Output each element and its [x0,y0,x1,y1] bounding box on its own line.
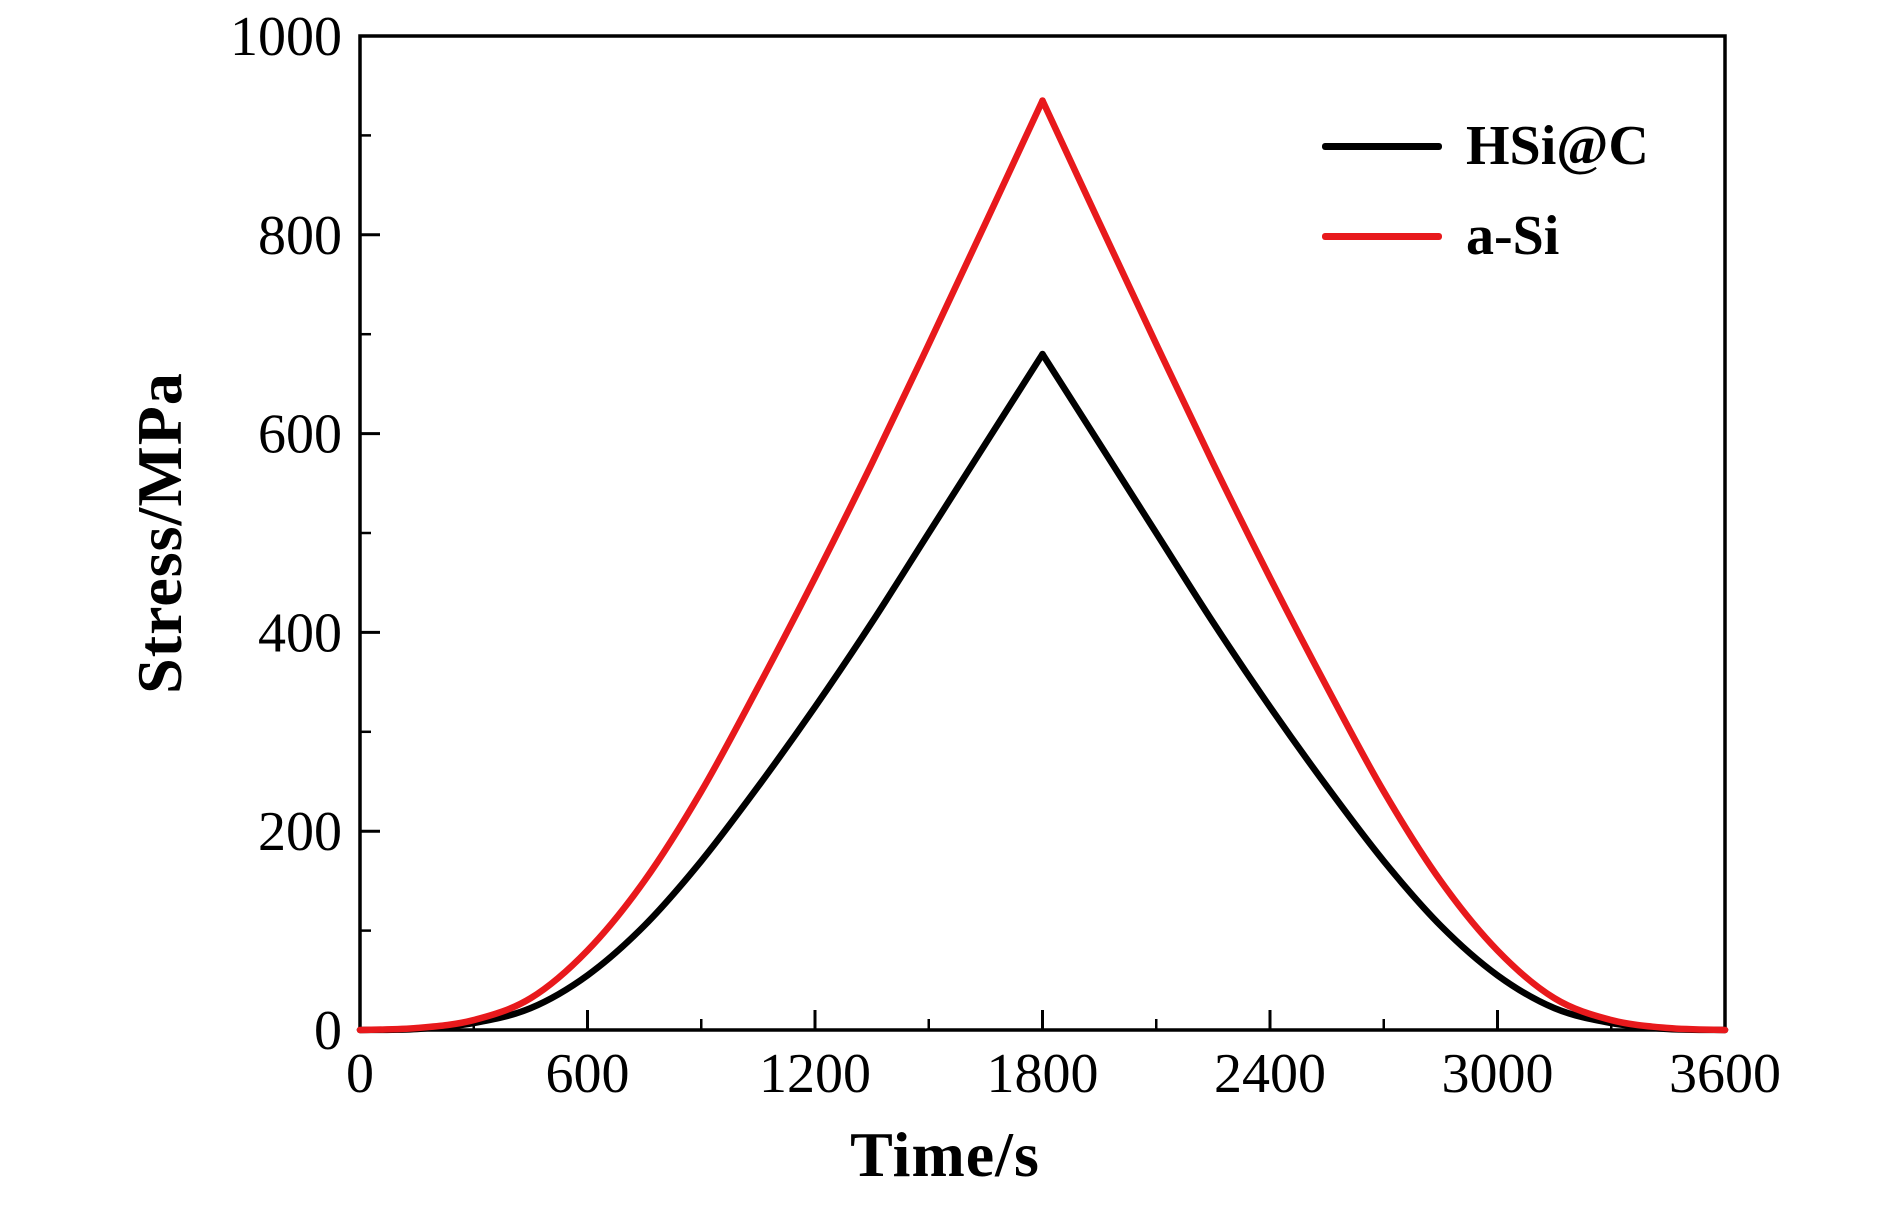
legend-label-asi: a-Si [1466,205,1560,267]
y-tick-label: 200 [258,801,342,863]
series-curve-rise-0 [356,350,1046,1034]
series-curve-rise-1 [356,97,1046,1034]
x-tick-label: 1200 [759,1043,871,1105]
legend-label-hsic: HSi@C [1466,115,1649,177]
legend-line-sample-asi [1322,232,1442,240]
x-tick-label: 3600 [1669,1043,1781,1105]
legend-item: a-Si [1322,208,1649,264]
x-tick-label: 0 [346,1043,374,1105]
legend-item: HSi@C [1322,118,1649,174]
y-tick-label: 800 [258,205,342,267]
y-tick-label: 1000 [230,6,342,68]
series-curve-fall-0 [1039,350,1729,1034]
series-curve-fall-1 [1039,97,1729,1034]
y-axis-title: Stress/MPa [124,372,195,694]
x-tick-label: 600 [546,1043,630,1105]
y-tick-label: 0 [314,1000,342,1062]
legend: HSi@C a-Si [1322,118,1649,264]
x-tick-label: 1800 [987,1043,1099,1105]
y-tick-label: 400 [258,602,342,664]
x-axis-title: Time/s [850,1119,1040,1190]
x-tick-label: 2400 [1214,1043,1326,1105]
x-tick-label: 3000 [1442,1043,1554,1105]
y-tick-label: 600 [258,404,342,466]
legend-line-sample-hsic [1322,142,1442,150]
